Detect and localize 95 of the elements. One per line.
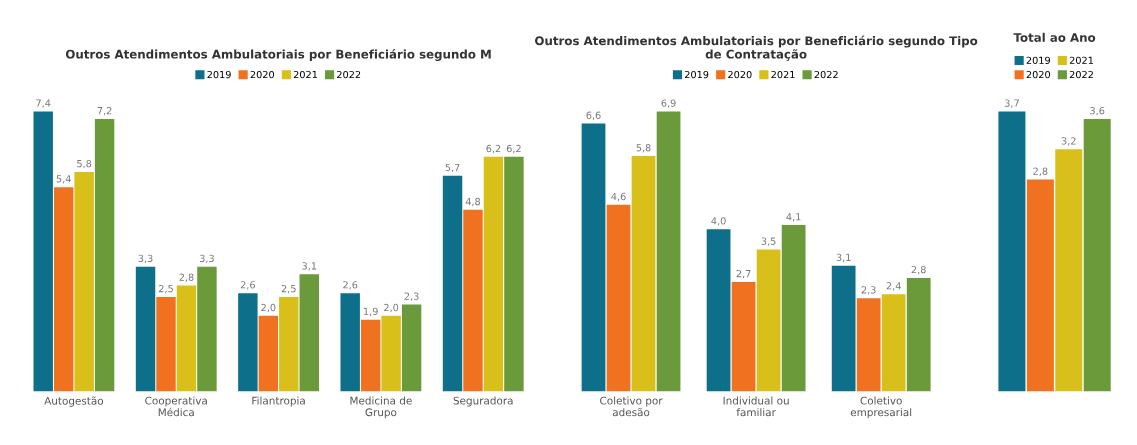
x-tick-label: Seguradora bbox=[453, 396, 513, 407]
bar bbox=[299, 274, 319, 392]
bar bbox=[279, 296, 299, 392]
data-label: 6,2 bbox=[506, 144, 521, 154]
data-label: 2,5 bbox=[158, 284, 173, 294]
bar bbox=[94, 118, 115, 392]
x-tick-label: Coletivo empresarial bbox=[850, 396, 912, 419]
bar bbox=[998, 111, 1026, 392]
data-label: 2,0 bbox=[384, 303, 399, 313]
x-tick-label: Autogestão bbox=[44, 396, 104, 407]
x-tick-label: Individual ou familiar bbox=[723, 396, 789, 417]
legend-label: 2019 bbox=[207, 70, 231, 79]
data-label: 7,2 bbox=[97, 106, 112, 116]
data-label: 3,7 bbox=[1004, 99, 1019, 108]
legend-label: 2020 bbox=[1026, 70, 1051, 79]
bar bbox=[238, 293, 258, 392]
bar bbox=[856, 298, 881, 392]
data-label: 2,8 bbox=[179, 273, 194, 282]
bar bbox=[1055, 149, 1083, 392]
bar bbox=[881, 294, 906, 392]
x-tick-label: Filantropia bbox=[252, 396, 305, 407]
bar bbox=[401, 304, 422, 392]
bar bbox=[258, 315, 279, 392]
legend-label: 2022 bbox=[814, 70, 838, 79]
chart-title: Outros Atendimentos Ambulatoriais por Beneficiário segundo M bbox=[65, 49, 491, 61]
data-label: 2,8 bbox=[911, 265, 926, 275]
data-label: 1,9 bbox=[364, 307, 378, 316]
bar bbox=[135, 266, 156, 392]
bar bbox=[74, 172, 94, 392]
bar bbox=[706, 229, 731, 392]
data-label: 2,3 bbox=[404, 292, 419, 301]
bar bbox=[606, 204, 631, 392]
legend-label: 2022 bbox=[1069, 70, 1093, 79]
data-label: 3,1 bbox=[302, 262, 317, 271]
data-label: 3,3 bbox=[199, 254, 214, 263]
chart-title: Outros Atendimentos Ambulatoriais por Beneficiário segundo Tipo de Contratação bbox=[535, 35, 978, 61]
x-tick-label: Coletivo por adesão bbox=[600, 396, 663, 417]
bar bbox=[340, 293, 360, 392]
bar bbox=[581, 123, 606, 392]
data-label: 3,3 bbox=[138, 254, 153, 263]
data-label: 2,8 bbox=[1033, 167, 1048, 176]
bar bbox=[1083, 118, 1111, 392]
data-label: 6,9 bbox=[661, 99, 676, 108]
data-label: 6,6 bbox=[586, 111, 601, 120]
bar bbox=[483, 156, 504, 392]
bar bbox=[781, 225, 806, 392]
legend-label: 2021 bbox=[293, 70, 317, 79]
data-label: 5,8 bbox=[636, 144, 651, 153]
data-label: 2,3 bbox=[861, 286, 876, 295]
bar bbox=[381, 315, 401, 392]
data-label: 4,0 bbox=[711, 217, 726, 226]
data-label: 5,8 bbox=[77, 159, 92, 169]
data-label: 3,5 bbox=[761, 237, 776, 246]
bar bbox=[1026, 179, 1054, 392]
data-label: 2,6 bbox=[343, 281, 358, 290]
data-label: 3,1 bbox=[836, 253, 851, 263]
data-label: 2,0 bbox=[261, 303, 276, 313]
bar bbox=[53, 187, 74, 392]
data-label: 4,8 bbox=[465, 197, 481, 207]
bar bbox=[33, 111, 53, 392]
data-label: 2,4 bbox=[886, 282, 901, 291]
data-label: 3,6 bbox=[1090, 106, 1105, 116]
bar bbox=[906, 277, 931, 392]
legend-label: 2019 bbox=[1026, 56, 1050, 64]
bar bbox=[504, 156, 524, 392]
chart-title: Total ao Ano bbox=[1013, 32, 1096, 42]
data-label: 5,4 bbox=[56, 175, 71, 184]
bar bbox=[360, 319, 381, 392]
data-label: 7,4 bbox=[36, 99, 51, 108]
bar bbox=[463, 209, 483, 392]
data-label: 2,5 bbox=[281, 284, 296, 294]
data-label: 3,2 bbox=[1061, 137, 1076, 146]
legend-label: 2022 bbox=[337, 70, 361, 79]
bar bbox=[831, 265, 856, 392]
bar bbox=[656, 111, 681, 392]
data-label: 2,6 bbox=[240, 281, 255, 290]
data-label: 5,7 bbox=[445, 163, 460, 173]
bar bbox=[176, 285, 197, 392]
legend-label: 2020 bbox=[250, 70, 275, 79]
legend-label: 2021 bbox=[771, 70, 795, 79]
x-tick-label: Cooperativa Médica bbox=[145, 396, 207, 417]
data-label: 4,1 bbox=[786, 213, 801, 222]
bar bbox=[197, 266, 217, 392]
bar bbox=[731, 281, 756, 392]
bar bbox=[156, 296, 176, 392]
x-tick-label: Medicina de Grupo bbox=[350, 396, 412, 419]
data-label: 2,7 bbox=[736, 269, 751, 279]
data-label: 4,6 bbox=[611, 192, 626, 202]
data-label: 6,2 bbox=[486, 144, 501, 154]
bar bbox=[442, 175, 463, 392]
legend-label: 2020 bbox=[728, 70, 752, 79]
legend-label: 2021 bbox=[1069, 56, 1093, 64]
bar bbox=[631, 156, 656, 392]
bar bbox=[756, 249, 781, 392]
legend-label: 2019 bbox=[684, 70, 709, 79]
